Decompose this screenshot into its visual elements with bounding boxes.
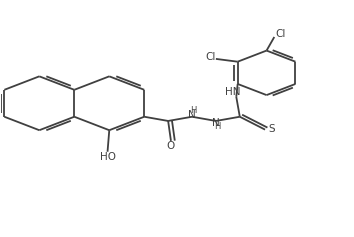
Text: S: S [268, 124, 275, 134]
Text: Cl: Cl [275, 29, 286, 39]
Text: O: O [167, 141, 175, 151]
Text: H: H [214, 122, 220, 131]
Text: Cl: Cl [205, 52, 216, 63]
Text: HO: HO [99, 152, 115, 162]
Text: N: N [212, 118, 220, 128]
Text: N: N [188, 110, 196, 120]
Text: HN: HN [225, 87, 240, 97]
Text: H: H [190, 106, 196, 115]
